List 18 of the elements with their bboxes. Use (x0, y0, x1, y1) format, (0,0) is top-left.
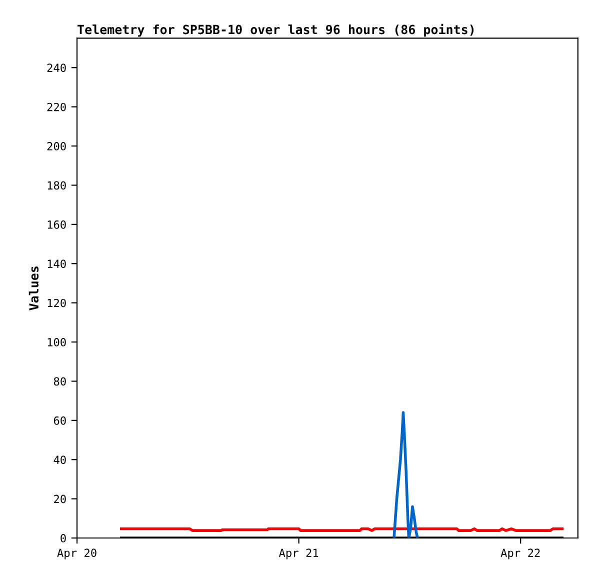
y-tick-label: 0 (60, 534, 66, 542)
y-tick-label: 40 (54, 456, 66, 464)
y-tick-label: 140 (48, 260, 66, 268)
x-tick-label: Apr 22 (500, 548, 540, 560)
x-tick-label: Apr 21 (278, 548, 318, 560)
y-tick-label: 200 (47, 142, 66, 150)
y-axis-title: Values (28, 266, 39, 310)
y-tick-label: 120 (48, 298, 66, 308)
y-tick-label: 220 (47, 102, 66, 112)
y-tick-label: 180 (48, 181, 66, 190)
y-tick-label: 240 (47, 64, 66, 72)
x-tick-label: Apr 20 (57, 548, 96, 560)
y-tick-label: 80 (54, 377, 66, 386)
y-tick-label: 20 (54, 494, 66, 504)
chart-title: Telemetry for SP5BB-10 over last 96 hours (86 points) (78, 24, 474, 37)
y-tick-label: 100 (48, 338, 66, 346)
y-tick-label: 160 (48, 220, 66, 229)
y-tick-label: 60 (54, 416, 66, 425)
